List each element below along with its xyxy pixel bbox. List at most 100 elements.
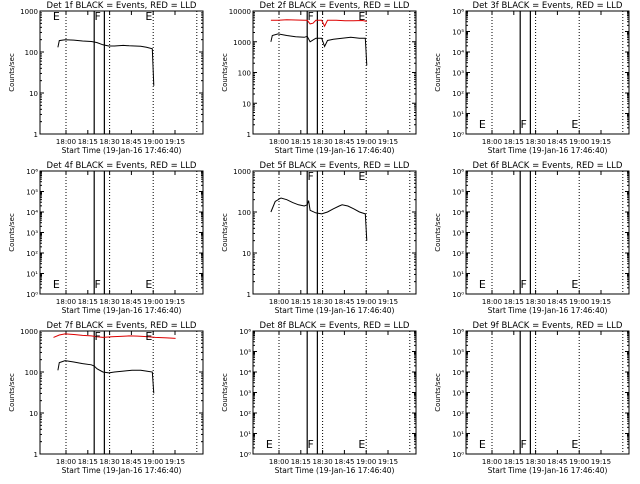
interval-marker-label: F — [520, 438, 526, 451]
plot-data-area — [270, 171, 411, 294]
panel-title: Det 4f BLACK = Events, RED = LLD — [47, 161, 197, 171]
interval-marker-label: E — [53, 278, 60, 291]
x-axis-label: Start Time (19-Jan-16 17:46:40) — [488, 306, 608, 315]
y-tick-label: 100 — [238, 209, 251, 217]
plot-frame — [252, 330, 417, 455]
x-tick-label: 18:30 — [100, 458, 120, 466]
x-tick-label: 18:45 — [121, 298, 141, 306]
interval-marker-label: E — [266, 438, 273, 451]
interval-marker-label: E — [358, 10, 365, 23]
interval-marker-label: E — [358, 170, 365, 183]
y-tick-label: 10⁴ — [26, 209, 38, 217]
x-tick-label: 18:15 — [78, 458, 98, 466]
y-tick-label: 10⁶ — [452, 8, 464, 16]
interval-marker-label: F — [94, 330, 100, 343]
y-axis-label: Counts/sec — [221, 53, 229, 92]
y-axis-label: Counts/sec — [221, 213, 229, 252]
series-events-line — [270, 197, 368, 241]
x-tick-label: 18:15 — [78, 298, 98, 306]
series-events-line — [57, 39, 155, 86]
x-tick-label: 18:15 — [291, 458, 311, 466]
x-tick-label: 18:00 — [482, 138, 502, 146]
interval-marker-label: E — [479, 278, 486, 291]
interval-marker-label: F — [307, 170, 313, 183]
interval-marker-label: E — [479, 438, 486, 451]
panel-title: Det 6f BLACK = Events, RED = LLD — [473, 161, 623, 171]
x-tick-label: 18:00 — [482, 298, 502, 306]
interval-marker-label: E — [145, 10, 152, 23]
y-axis-label: Counts/sec — [434, 213, 442, 252]
x-tick-label: 18:00 — [269, 138, 289, 146]
x-tick-label: 18:45 — [547, 458, 567, 466]
detector-panel-8: Det 8f BLACK = Events, RED = LLD 10⁰ 10¹ 10… — [221, 321, 417, 475]
y-tick-label: 10⁶ — [452, 168, 464, 176]
interval-marker-label: E — [571, 438, 578, 451]
series-lld-line — [270, 19, 367, 28]
x-tick-label: 18:00 — [269, 298, 289, 306]
detector-panel-6: Det 6f BLACK = Events, RED = LLD 10⁰ 10¹ 10… — [434, 161, 630, 315]
x-tick-label: 18:15 — [504, 458, 524, 466]
x-tick-label: 19:00 — [569, 458, 589, 466]
y-tick-label: 10¹ — [239, 431, 251, 439]
x-tick-label: 18:15 — [78, 138, 98, 146]
y-tick-label: 10⁰ — [452, 451, 464, 459]
y-tick-label: 10⁴ — [452, 369, 464, 377]
x-tick-label: 18:30 — [526, 298, 546, 306]
plot-frame — [39, 330, 204, 455]
y-tick-label: 10 — [29, 410, 38, 418]
y-tick-label: 10³ — [452, 230, 464, 238]
y-tick-label: 10³ — [26, 230, 38, 238]
panel-title: Det 9f BLACK = Events, RED = LLD — [473, 321, 623, 331]
x-tick-label: 18:45 — [334, 298, 354, 306]
plot-data-area — [57, 11, 198, 134]
y-axis-label: Counts/sec — [8, 53, 16, 92]
y-tick-label: 10 — [29, 90, 38, 98]
interval-marker-label: E — [358, 438, 365, 451]
x-tick-label: 19:00 — [356, 458, 376, 466]
detector-panel-2: Det 2f BLACK = Events, RED = LLD 1 10 100 10… — [221, 1, 417, 155]
interval-marker-label: F — [520, 278, 526, 291]
y-tick-label: 100 — [25, 369, 38, 377]
panel-title: Det 1f BLACK = Events, RED = LLD — [47, 1, 197, 11]
y-axis-label: Counts/sec — [8, 373, 16, 412]
plot-frame — [465, 330, 630, 455]
y-tick-label: 10⁶ — [26, 168, 38, 176]
interval-marker-label: E — [571, 278, 578, 291]
plot-frame — [465, 170, 630, 295]
y-tick-label: 10³ — [452, 390, 464, 398]
x-axis-label: Start Time (19-Jan-16 17:46:40) — [62, 146, 182, 155]
x-tick-label: 18:15 — [291, 298, 311, 306]
y-tick-label: 10⁰ — [452, 291, 464, 299]
x-tick-label: 19:00 — [356, 138, 376, 146]
x-axis-label: Start Time (19-Jan-16 17:46:40) — [62, 306, 182, 315]
plot-frame — [252, 170, 417, 295]
y-tick-label: 10² — [452, 90, 464, 98]
x-tick-label: 18:45 — [547, 298, 567, 306]
detector-panel-5: Det 5f BLACK = Events, RED = LLD 1 10 100 10… — [221, 161, 417, 315]
y-tick-label: 10¹ — [452, 111, 464, 119]
detector-panel-4: Det 4f BLACK = Events, RED = LLD 10⁰ 10¹ 10… — [8, 161, 204, 315]
interval-marker-label: E — [145, 330, 152, 343]
y-axis-label: Counts/sec — [221, 373, 229, 412]
detector-panel-3: Det 3f BLACK = Events, RED = LLD 10⁰ 10¹ 10… — [434, 1, 630, 155]
y-tick-label: 10 — [242, 100, 251, 108]
x-tick-label: 19:15 — [378, 298, 398, 306]
y-tick-label: 10⁵ — [239, 349, 251, 357]
x-tick-label: 19:00 — [143, 138, 163, 146]
x-tick-label: 18:00 — [482, 458, 502, 466]
plot-data-area — [491, 171, 624, 294]
y-tick-label: 10⁵ — [26, 189, 38, 197]
y-tick-label: 10⁴ — [239, 369, 251, 377]
x-tick-label: 18:45 — [334, 138, 354, 146]
x-axis-label: Start Time (19-Jan-16 17:46:40) — [62, 466, 182, 475]
y-tick-label: 10⁰ — [239, 451, 251, 459]
x-tick-label: 19:15 — [165, 298, 185, 306]
x-tick-label: 18:45 — [121, 138, 141, 146]
x-tick-label: 18:45 — [547, 138, 567, 146]
y-axis-label: Counts/sec — [434, 373, 442, 412]
x-tick-label: 18:30 — [526, 458, 546, 466]
plot-data-area — [270, 11, 411, 134]
x-tick-label: 18:00 — [56, 298, 76, 306]
